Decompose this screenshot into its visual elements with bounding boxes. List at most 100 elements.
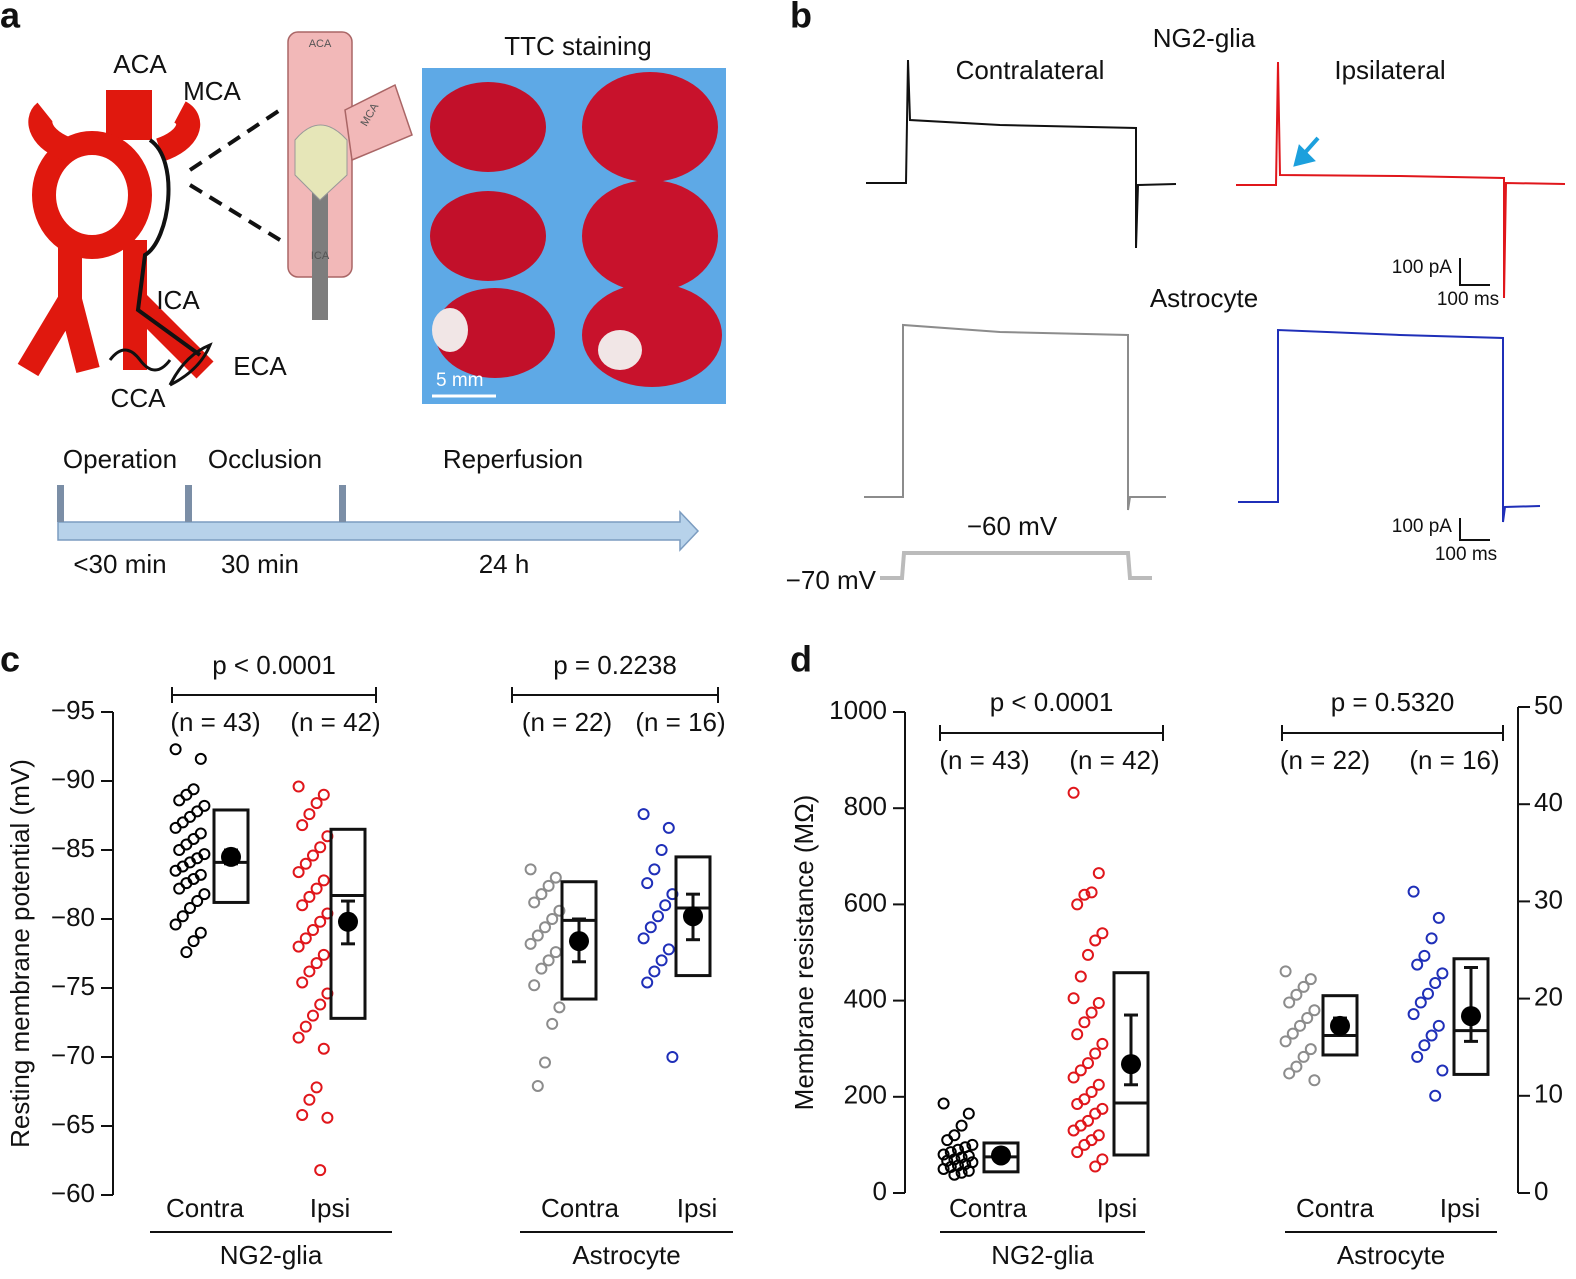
data-point — [317, 874, 330, 887]
data-point — [173, 794, 186, 807]
data-point — [1279, 1035, 1292, 1048]
data-point — [1436, 967, 1449, 980]
scale-bar-label: 100 ms — [1435, 544, 1497, 565]
data-point — [535, 962, 548, 975]
scale-bar-label: 100 ms — [1437, 289, 1499, 310]
data-point — [955, 1166, 968, 1179]
data-point — [666, 1051, 679, 1063]
traces — [864, 59, 1566, 580]
data-point — [1407, 885, 1420, 898]
data-point — [1290, 988, 1303, 1001]
data-point — [1429, 1089, 1442, 1102]
data-point — [542, 879, 555, 892]
side-label: Contralateral — [956, 55, 1105, 85]
category-label: Contra — [1296, 1193, 1375, 1223]
scale-bar-label: 100 pA — [1392, 257, 1453, 278]
y2-tick-label: 0 — [1534, 1176, 1548, 1206]
data-point — [1092, 867, 1105, 880]
data-point — [1096, 927, 1109, 940]
mean-marker — [338, 911, 358, 932]
data-point — [1096, 1153, 1109, 1166]
data-point — [1418, 949, 1431, 962]
data-point — [1407, 1008, 1420, 1021]
data-point — [314, 1164, 327, 1177]
data-point — [198, 888, 211, 901]
y2-tick-label: 40 — [1534, 787, 1563, 817]
data-point — [1071, 1028, 1084, 1041]
data-point — [184, 901, 196, 914]
data-point — [948, 1168, 961, 1181]
data-point — [1078, 1138, 1091, 1151]
data-point — [1308, 1004, 1321, 1017]
data-point — [1092, 997, 1105, 1010]
data-point — [948, 1129, 961, 1142]
significance-bracket — [511, 687, 719, 703]
y-tick-label: −65 — [51, 1109, 95, 1139]
data-point — [962, 1164, 975, 1177]
data-point — [187, 935, 200, 948]
data-point — [1297, 1050, 1310, 1063]
box — [1112, 971, 1150, 1157]
inset-label: ICA — [311, 250, 330, 262]
data-point — [1074, 1064, 1087, 1077]
data-point — [317, 1042, 330, 1055]
data-point — [1089, 1107, 1102, 1120]
category-label: Ipsi — [1440, 1193, 1480, 1223]
vessel-label: MCA — [183, 76, 241, 106]
data-point — [535, 888, 548, 901]
data-point — [299, 1020, 312, 1033]
data-point — [641, 976, 654, 989]
group-label: NG2-glia — [220, 1240, 323, 1270]
data-point — [1071, 898, 1084, 911]
box — [329, 827, 367, 1020]
y-axis-label: Membrane resistance (MΩ) — [789, 795, 819, 1111]
data-point — [1078, 1093, 1091, 1106]
data-point — [1286, 1027, 1299, 1040]
data-point — [176, 910, 189, 923]
group-label: NG2-glia — [991, 1240, 1094, 1270]
mean-marker — [683, 906, 703, 927]
p-value: p = 0.2238 — [553, 650, 677, 680]
data-point — [169, 821, 182, 834]
data-point — [1411, 958, 1424, 971]
n-label: (n = 16) — [1409, 745, 1499, 775]
data-point — [528, 979, 541, 992]
data-point — [180, 946, 193, 959]
panel-label: c — [0, 639, 20, 680]
panel-label: b — [790, 0, 812, 36]
data-point — [1085, 1006, 1098, 1019]
cell-type: NG2-glia — [1153, 23, 1256, 53]
cell-type: Astrocyte — [1150, 283, 1258, 313]
data-point — [1082, 1114, 1094, 1127]
data-point — [317, 948, 330, 961]
data-point — [1283, 1067, 1296, 1080]
data-point — [637, 808, 650, 821]
scale-bar-label: 5 mm — [436, 370, 484, 391]
data-point — [310, 797, 323, 810]
data-point — [1092, 1078, 1105, 1091]
data-point — [194, 926, 207, 939]
n-label: (n = 42) — [290, 707, 380, 737]
y-tick-label: 800 — [844, 791, 887, 821]
category-label: Contra — [949, 1193, 1028, 1223]
vessel-inset: ACA MCA ICA — [287, 31, 413, 320]
data-point — [1071, 1098, 1084, 1111]
filament — [135, 138, 202, 357]
y-tick-label: −60 — [51, 1178, 95, 1208]
n-label: (n = 16) — [635, 707, 725, 737]
data-point — [1301, 1012, 1314, 1025]
data-point — [321, 1111, 334, 1124]
data-point — [303, 1093, 316, 1106]
y-tick-label: −75 — [51, 971, 95, 1001]
data-point — [553, 904, 566, 917]
zoom-lines — [188, 108, 282, 242]
n-label: (n = 42) — [1069, 745, 1159, 775]
category-label: Ipsi — [1097, 1193, 1137, 1223]
category-label: Contra — [166, 1193, 245, 1223]
data-point — [546, 913, 559, 925]
data-point — [314, 998, 327, 1011]
category-label: Ipsi — [677, 1193, 717, 1223]
data-point — [314, 915, 327, 928]
group-label: Astrocyte — [1337, 1240, 1445, 1270]
mean-marker — [1461, 1006, 1481, 1027]
